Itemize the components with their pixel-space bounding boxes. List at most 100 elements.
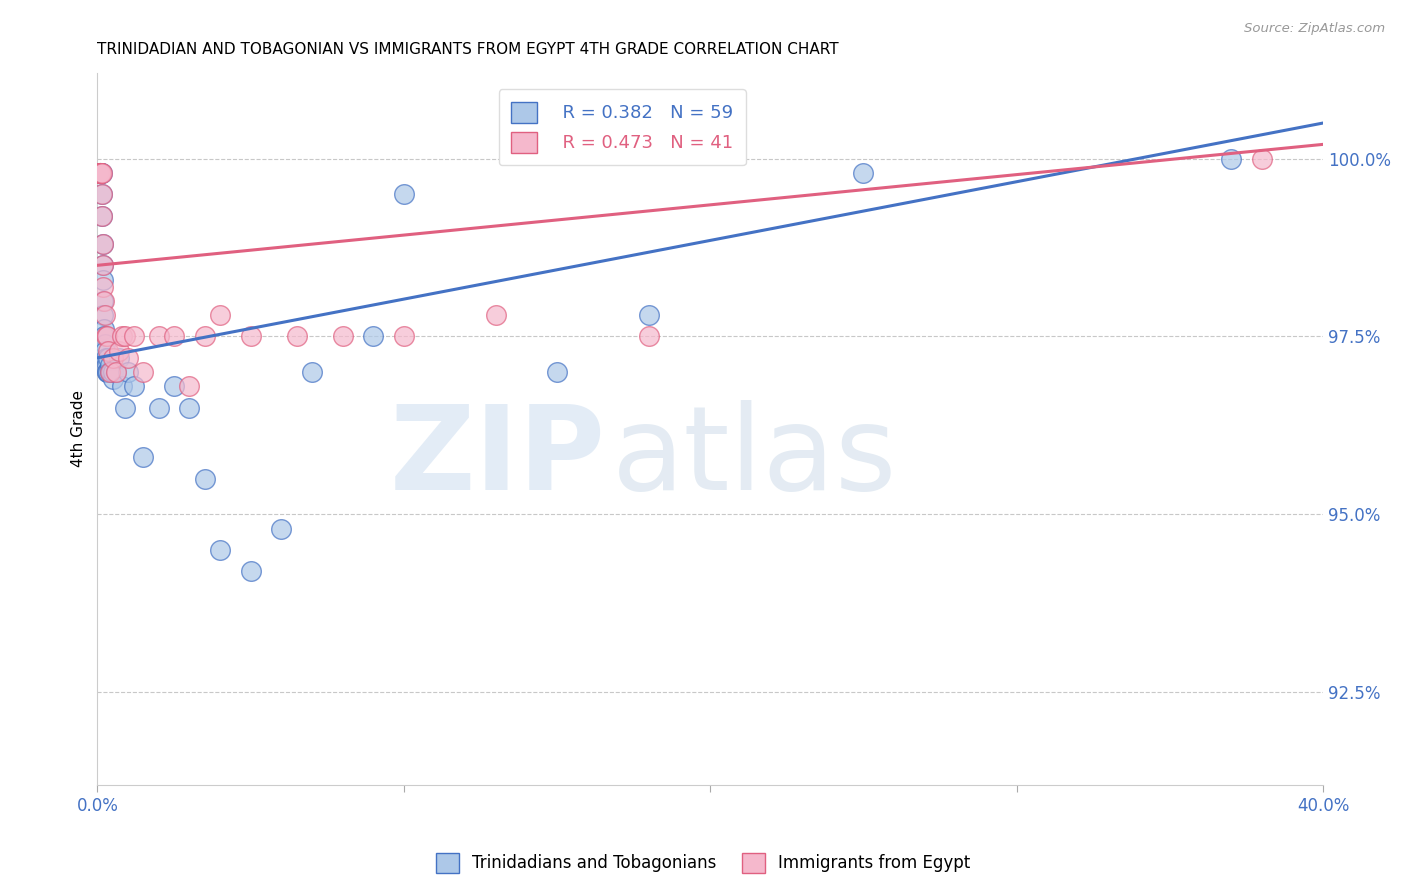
Point — [122, 329, 145, 343]
Point — [89, 166, 111, 180]
Point — [90, 166, 112, 180]
Point — [89, 166, 111, 180]
Point — [101, 351, 124, 365]
Text: ZIP: ZIP — [389, 400, 606, 515]
Legend: Trinidadians and Tobagonians, Immigrants from Egypt: Trinidadians and Tobagonians, Immigrants… — [429, 847, 977, 880]
Point — [91, 209, 114, 223]
Point — [392, 187, 415, 202]
Point — [89, 166, 111, 180]
Point — [97, 343, 120, 358]
Point — [94, 343, 117, 358]
Point — [163, 379, 186, 393]
Point — [392, 329, 415, 343]
Point — [96, 329, 118, 343]
Point — [332, 329, 354, 343]
Point — [93, 258, 115, 272]
Point — [98, 365, 121, 379]
Point — [91, 237, 114, 252]
Point — [89, 166, 111, 180]
Point — [104, 365, 127, 379]
Point — [163, 329, 186, 343]
Point — [89, 166, 111, 180]
Point — [98, 358, 121, 372]
Point — [104, 365, 127, 379]
Point — [87, 166, 110, 180]
Point — [94, 336, 117, 351]
Point — [93, 279, 115, 293]
Text: Source: ZipAtlas.com: Source: ZipAtlas.com — [1244, 22, 1385, 36]
Point — [111, 379, 134, 393]
Point — [94, 329, 117, 343]
Point — [91, 166, 114, 180]
Point — [208, 543, 231, 558]
Point — [638, 308, 661, 322]
Text: TRINIDADIAN AND TOBAGONIAN VS IMMIGRANTS FROM EGYPT 4TH GRADE CORRELATION CHART: TRINIDADIAN AND TOBAGONIAN VS IMMIGRANTS… — [97, 42, 839, 57]
Point — [100, 365, 122, 379]
Point — [90, 166, 112, 180]
Point — [122, 379, 145, 393]
Point — [114, 401, 136, 415]
Point — [285, 329, 308, 343]
Point — [90, 166, 112, 180]
Point — [93, 293, 115, 308]
Point — [179, 379, 201, 393]
Point — [87, 166, 110, 180]
Point — [97, 365, 120, 379]
Text: atlas: atlas — [612, 400, 897, 515]
Point — [91, 258, 114, 272]
Point — [89, 166, 111, 180]
Point — [94, 308, 117, 322]
Point — [179, 401, 201, 415]
Point — [1250, 152, 1272, 166]
Legend:   R = 0.382   N = 59,   R = 0.473   N = 41: R = 0.382 N = 59, R = 0.473 N = 41 — [499, 89, 745, 165]
Point — [101, 365, 124, 379]
Point — [89, 166, 111, 180]
Point — [87, 166, 110, 180]
Point — [101, 372, 124, 386]
Point — [89, 166, 111, 180]
Point — [91, 237, 114, 252]
Point — [93, 272, 115, 286]
Point — [301, 365, 323, 379]
Point — [89, 166, 111, 180]
Point — [107, 351, 129, 365]
Point — [194, 472, 217, 486]
Point — [94, 351, 117, 365]
Point — [87, 166, 110, 180]
Point — [89, 166, 111, 180]
Point — [208, 308, 231, 322]
Point — [111, 329, 134, 343]
Point — [117, 351, 139, 365]
Point — [87, 166, 110, 180]
Point — [270, 522, 292, 536]
Point — [1220, 152, 1243, 166]
Point — [89, 166, 111, 180]
Point — [239, 564, 262, 578]
Point — [93, 329, 115, 343]
Point — [93, 308, 115, 322]
Point — [852, 166, 875, 180]
Point — [117, 365, 139, 379]
Y-axis label: 4th Grade: 4th Grade — [72, 391, 86, 467]
Point — [114, 329, 136, 343]
Point — [96, 358, 118, 372]
Point — [96, 365, 118, 379]
Point — [132, 365, 155, 379]
Point — [89, 166, 111, 180]
Point — [638, 329, 661, 343]
Point — [91, 209, 114, 223]
Point — [194, 329, 217, 343]
Point — [89, 166, 111, 180]
Point — [148, 329, 170, 343]
Point — [361, 329, 384, 343]
Point — [132, 450, 155, 465]
Point — [97, 351, 120, 365]
Point — [148, 401, 170, 415]
Point — [107, 343, 129, 358]
Point — [485, 308, 508, 322]
Point — [96, 365, 118, 379]
Point — [93, 293, 115, 308]
Point — [98, 365, 121, 379]
Point — [90, 166, 112, 180]
Point — [546, 365, 568, 379]
